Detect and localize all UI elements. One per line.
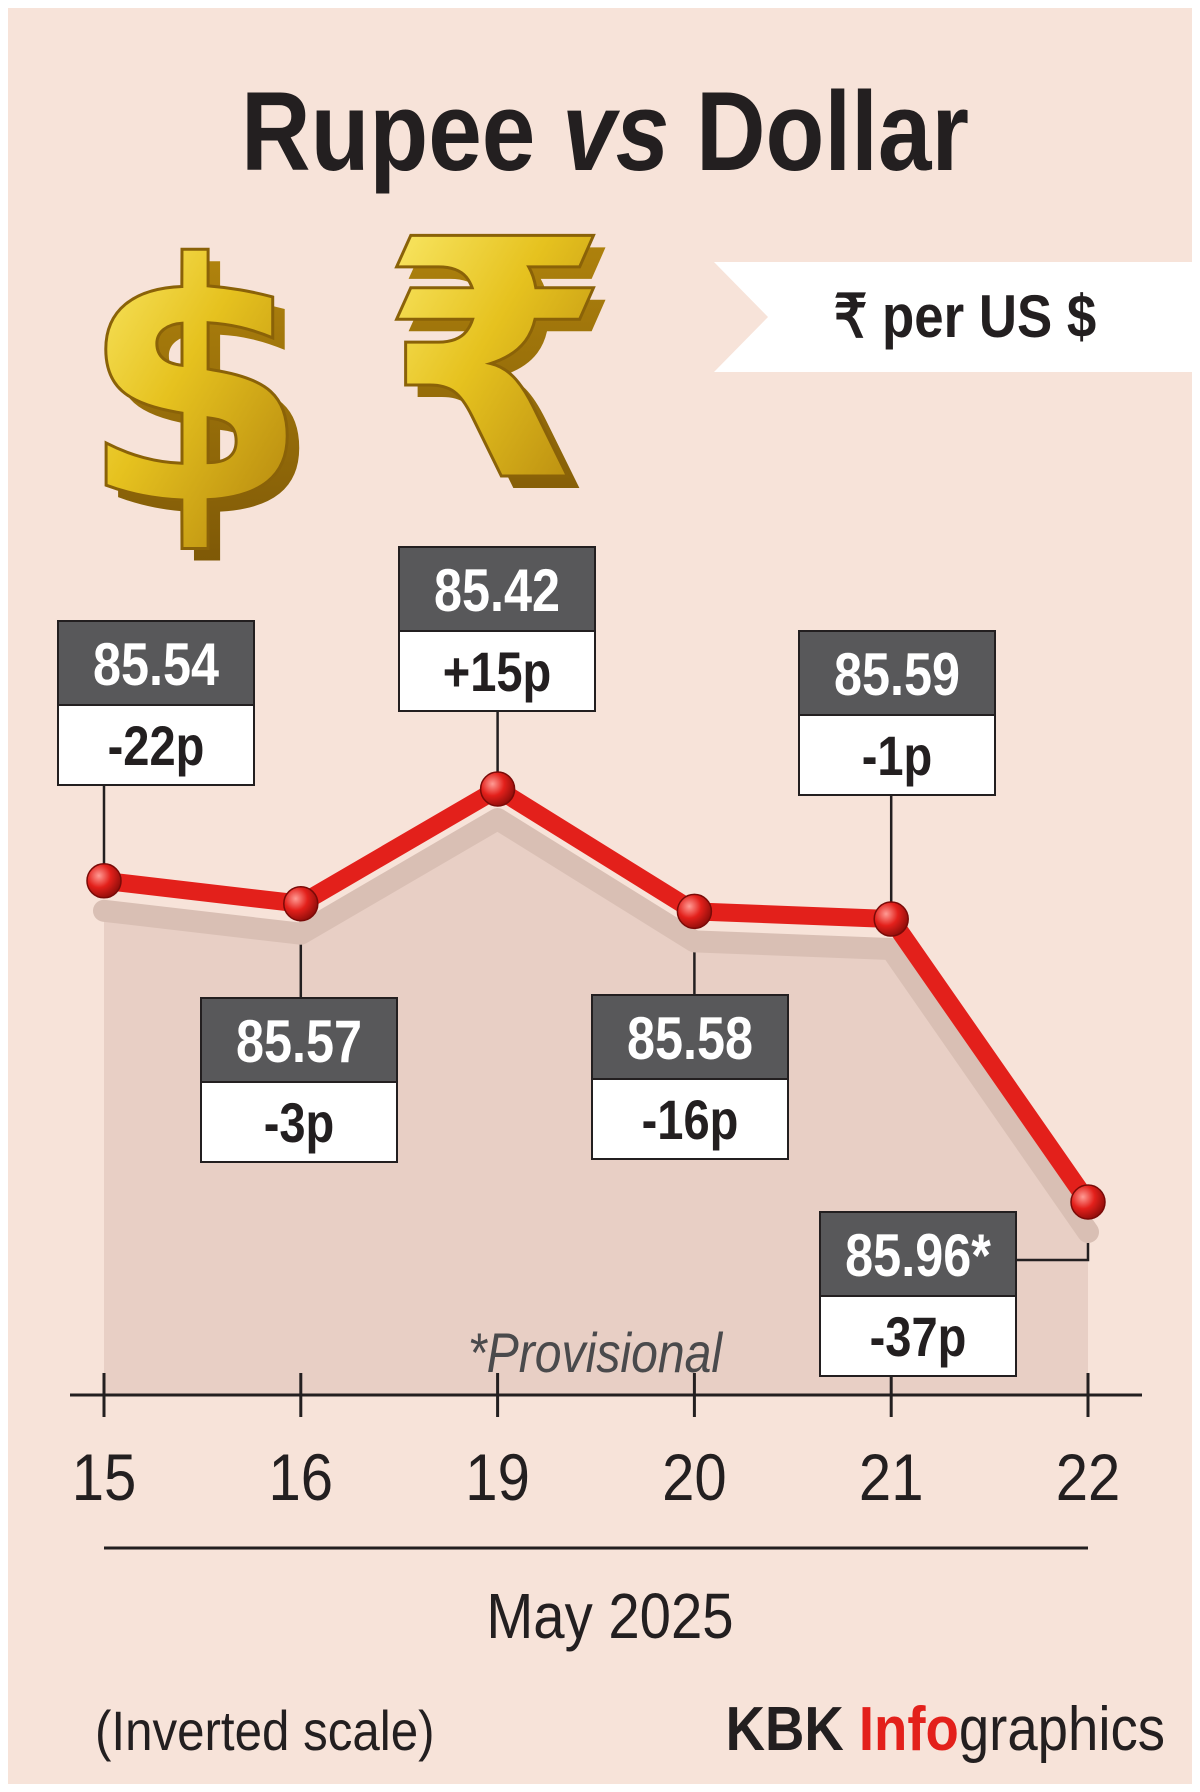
x-tick-label: 15 <box>72 1442 137 1515</box>
data-label: 85.42 +15p <box>398 546 596 712</box>
unit-banner: ₹ per US $ <box>714 262 1192 372</box>
series-line <box>95 780 1097 1211</box>
change-label-box <box>798 714 996 796</box>
data-label: 85.57 -3p <box>200 997 398 1163</box>
data-label: 85.59 -1p <box>798 630 996 796</box>
value-label-box <box>398 546 596 632</box>
data-point <box>479 771 516 807</box>
x-tick-label: 19 <box>465 1442 530 1515</box>
title-part-dollar: Dollar <box>669 69 969 194</box>
x-tick-label: 16 <box>269 1442 334 1515</box>
data-point <box>86 863 122 899</box>
value-label-box <box>819 1211 1017 1297</box>
x-axis-label: May 2025 <box>486 1580 733 1652</box>
change-label-box <box>819 1295 1017 1377</box>
credit-part-kbk: KBK <box>726 1695 859 1764</box>
change-label: -37p <box>870 1305 967 1368</box>
provisional-footnote: *Provisional <box>468 1323 724 1385</box>
value-label-box <box>591 994 789 1080</box>
change-label: +15p <box>443 640 552 703</box>
data-label: 85.54 -22p <box>57 620 255 786</box>
series-line-layer <box>86 771 1106 1243</box>
x-tick-label: 21 <box>859 1442 924 1515</box>
value-label: 85.59 <box>834 641 960 708</box>
change-label: -3p <box>264 1091 335 1154</box>
data-label: 85.96* -37p <box>819 1211 1017 1377</box>
x-tick-label: 22 <box>1056 1442 1121 1515</box>
credit-part-graphics: graphics <box>959 1695 1165 1764</box>
chart-title: Rupee vs Dollar <box>241 69 969 194</box>
svg-text:$: $ <box>92 206 322 590</box>
svg-text:₹: ₹ <box>380 170 610 554</box>
title-part-vs: vs <box>562 69 669 194</box>
change-label: -1p <box>862 724 933 787</box>
value-label-box <box>57 620 255 706</box>
data-point <box>283 885 319 922</box>
value-label: 85.54 <box>93 631 219 698</box>
data-label-layer: 85.54 -22p 85.57 -3p 85.42 +15p 85.58 -16p 85.59… <box>57 546 1017 1377</box>
data-point <box>1070 1184 1106 1220</box>
credit-text: KBK Infographics <box>726 1695 1165 1764</box>
data-point <box>676 893 713 930</box>
title-part-rupee: Rupee <box>241 69 562 194</box>
series-line-shadow <box>93 808 1099 1243</box>
value-label: 85.42 <box>434 557 560 624</box>
change-label: -16p <box>642 1088 739 1151</box>
value-label: 85.58 <box>627 1005 753 1072</box>
value-label-box <box>200 997 398 1083</box>
rupee-sign-3d-icon: ₹ ₹ <box>379 169 622 567</box>
change-label-box <box>591 1078 789 1160</box>
x-tick-label: 20 <box>662 1442 727 1515</box>
value-label: 85.96* <box>845 1222 991 1289</box>
value-label-box <box>798 630 996 716</box>
data-point <box>873 901 909 937</box>
value-label: 85.57 <box>236 1008 362 1075</box>
data-label: 85.58 -16p <box>591 994 789 1160</box>
unit-banner-text: ₹ per US $ <box>834 283 1096 350</box>
svg-text:$: $ <box>80 194 310 578</box>
inverted-scale-note: (Inverted scale) <box>95 1700 435 1763</box>
x-axis: 15 16 19 20 21 22 <box>70 1373 1142 1515</box>
change-label: -22p <box>108 714 205 777</box>
credit-part-info: Info <box>859 1695 959 1764</box>
change-label-box <box>57 704 255 786</box>
change-label-box <box>200 1081 398 1163</box>
svg-text:₹: ₹ <box>392 182 622 566</box>
change-label-box <box>398 630 596 712</box>
dollar-sign-3d-icon: $ $ <box>79 193 322 591</box>
